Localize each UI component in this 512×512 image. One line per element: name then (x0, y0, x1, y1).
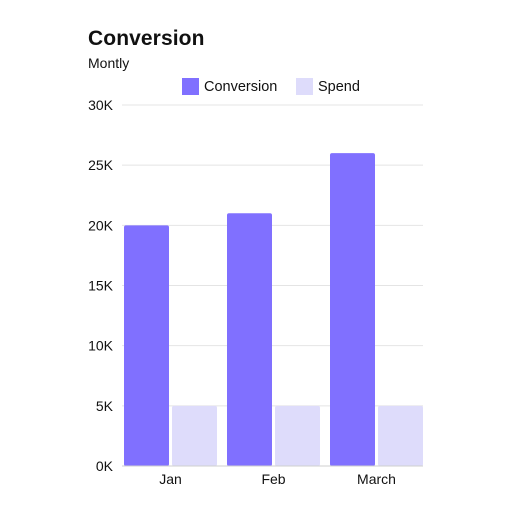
x-tick-label: Jan (159, 471, 182, 487)
y-tick-label: 20K (88, 217, 114, 233)
legend-swatch-conversion (182, 78, 199, 95)
x-tick-label: Feb (261, 471, 285, 487)
y-tick-label: 15K (88, 278, 114, 294)
y-tick-label: 0K (96, 458, 114, 474)
bar-conversion-jan (124, 225, 169, 466)
bar-conversion-feb (227, 213, 272, 466)
x-axis-ticks: Jan Feb March (159, 471, 396, 487)
bar-conversion-march (330, 153, 375, 466)
legend-label-spend: Spend (318, 79, 360, 95)
chart-subtitle: Montly (88, 55, 130, 71)
bar-spend-march (378, 405, 423, 466)
y-tick-label: 5K (96, 398, 114, 414)
legend-swatch-spend (296, 78, 313, 95)
x-tick-label: March (357, 471, 396, 487)
chart-title: Conversion (88, 27, 205, 50)
bar-spend-jan (172, 405, 217, 466)
y-tick-label: 30K (88, 97, 114, 113)
bar-spend-feb (275, 405, 320, 466)
y-tick-label: 10K (88, 338, 114, 354)
legend-label-conversion: Conversion (204, 79, 277, 95)
y-tick-label: 25K (88, 157, 114, 173)
legend: Conversion Spend (182, 78, 360, 95)
bars (124, 153, 423, 466)
y-axis-ticks: 0K 5K 10K 15K 20K 25K 30K (88, 97, 114, 474)
